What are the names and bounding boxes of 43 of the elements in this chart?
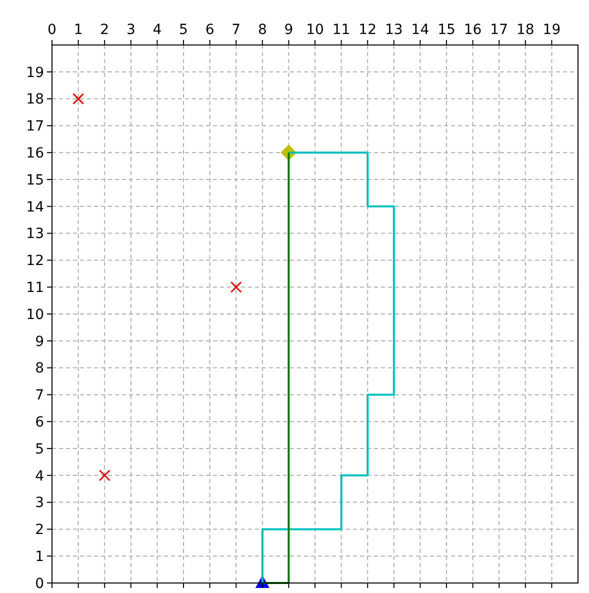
x-tick-label: 13 bbox=[384, 22, 403, 38]
y-tick-label: 17 bbox=[26, 118, 44, 135]
y-tick-label: 12 bbox=[26, 253, 44, 270]
point bbox=[72, 93, 84, 105]
y-tick-label: 5 bbox=[35, 441, 44, 458]
y-tick-label: 16 bbox=[26, 146, 44, 162]
y-tick-label: 1 bbox=[35, 549, 44, 565]
x-tick-label: 10 bbox=[306, 22, 324, 38]
x-tick-label: 12 bbox=[358, 22, 377, 38]
x-tick-label: 19 bbox=[542, 22, 561, 38]
y-tick-label: 4 bbox=[35, 468, 44, 484]
x-tick-label: 9 bbox=[284, 22, 294, 38]
y-tick-label: 7 bbox=[35, 388, 44, 404]
point bbox=[230, 281, 242, 293]
y-tick-label: 14 bbox=[26, 199, 44, 216]
y-tick-label: 15 bbox=[26, 172, 44, 188]
y-tick-label: 8 bbox=[35, 360, 44, 377]
y-tick-label: 9 bbox=[35, 334, 44, 350]
x-tick-label: 15 bbox=[438, 22, 456, 38]
y-tick-label: 0 bbox=[35, 576, 44, 592]
x-tick-label: 18 bbox=[516, 22, 534, 38]
y-tick-label: 19 bbox=[26, 64, 44, 81]
x-tick-label: 2 bbox=[100, 22, 110, 38]
x-tick-label: 3 bbox=[126, 22, 136, 38]
y-tick-label: 3 bbox=[35, 495, 44, 512]
x-tick-label: 14 bbox=[411, 22, 430, 38]
y-tick-label: 10 bbox=[26, 306, 44, 323]
x-tick-label: 7 bbox=[232, 22, 241, 38]
x-tick-label: 0 bbox=[48, 22, 56, 38]
y-tick-label: 11 bbox=[26, 280, 44, 296]
x-tick-label: 16 bbox=[464, 22, 482, 38]
x-tick-label: 4 bbox=[152, 22, 162, 38]
x-tick-label: 8 bbox=[258, 22, 267, 38]
x-tick-label: 1 bbox=[74, 22, 83, 38]
x-tick-label: 17 bbox=[490, 22, 508, 38]
x-tick-label: 5 bbox=[179, 22, 188, 38]
x-tick-label: 6 bbox=[205, 22, 214, 38]
y-tick-label: 2 bbox=[35, 522, 44, 538]
x-tick-label: 11 bbox=[332, 22, 350, 38]
y-tick-label: 13 bbox=[26, 226, 44, 242]
point bbox=[98, 470, 110, 482]
y-tick-label: 6 bbox=[35, 414, 44, 430]
y-tick-label: 18 bbox=[26, 92, 44, 108]
